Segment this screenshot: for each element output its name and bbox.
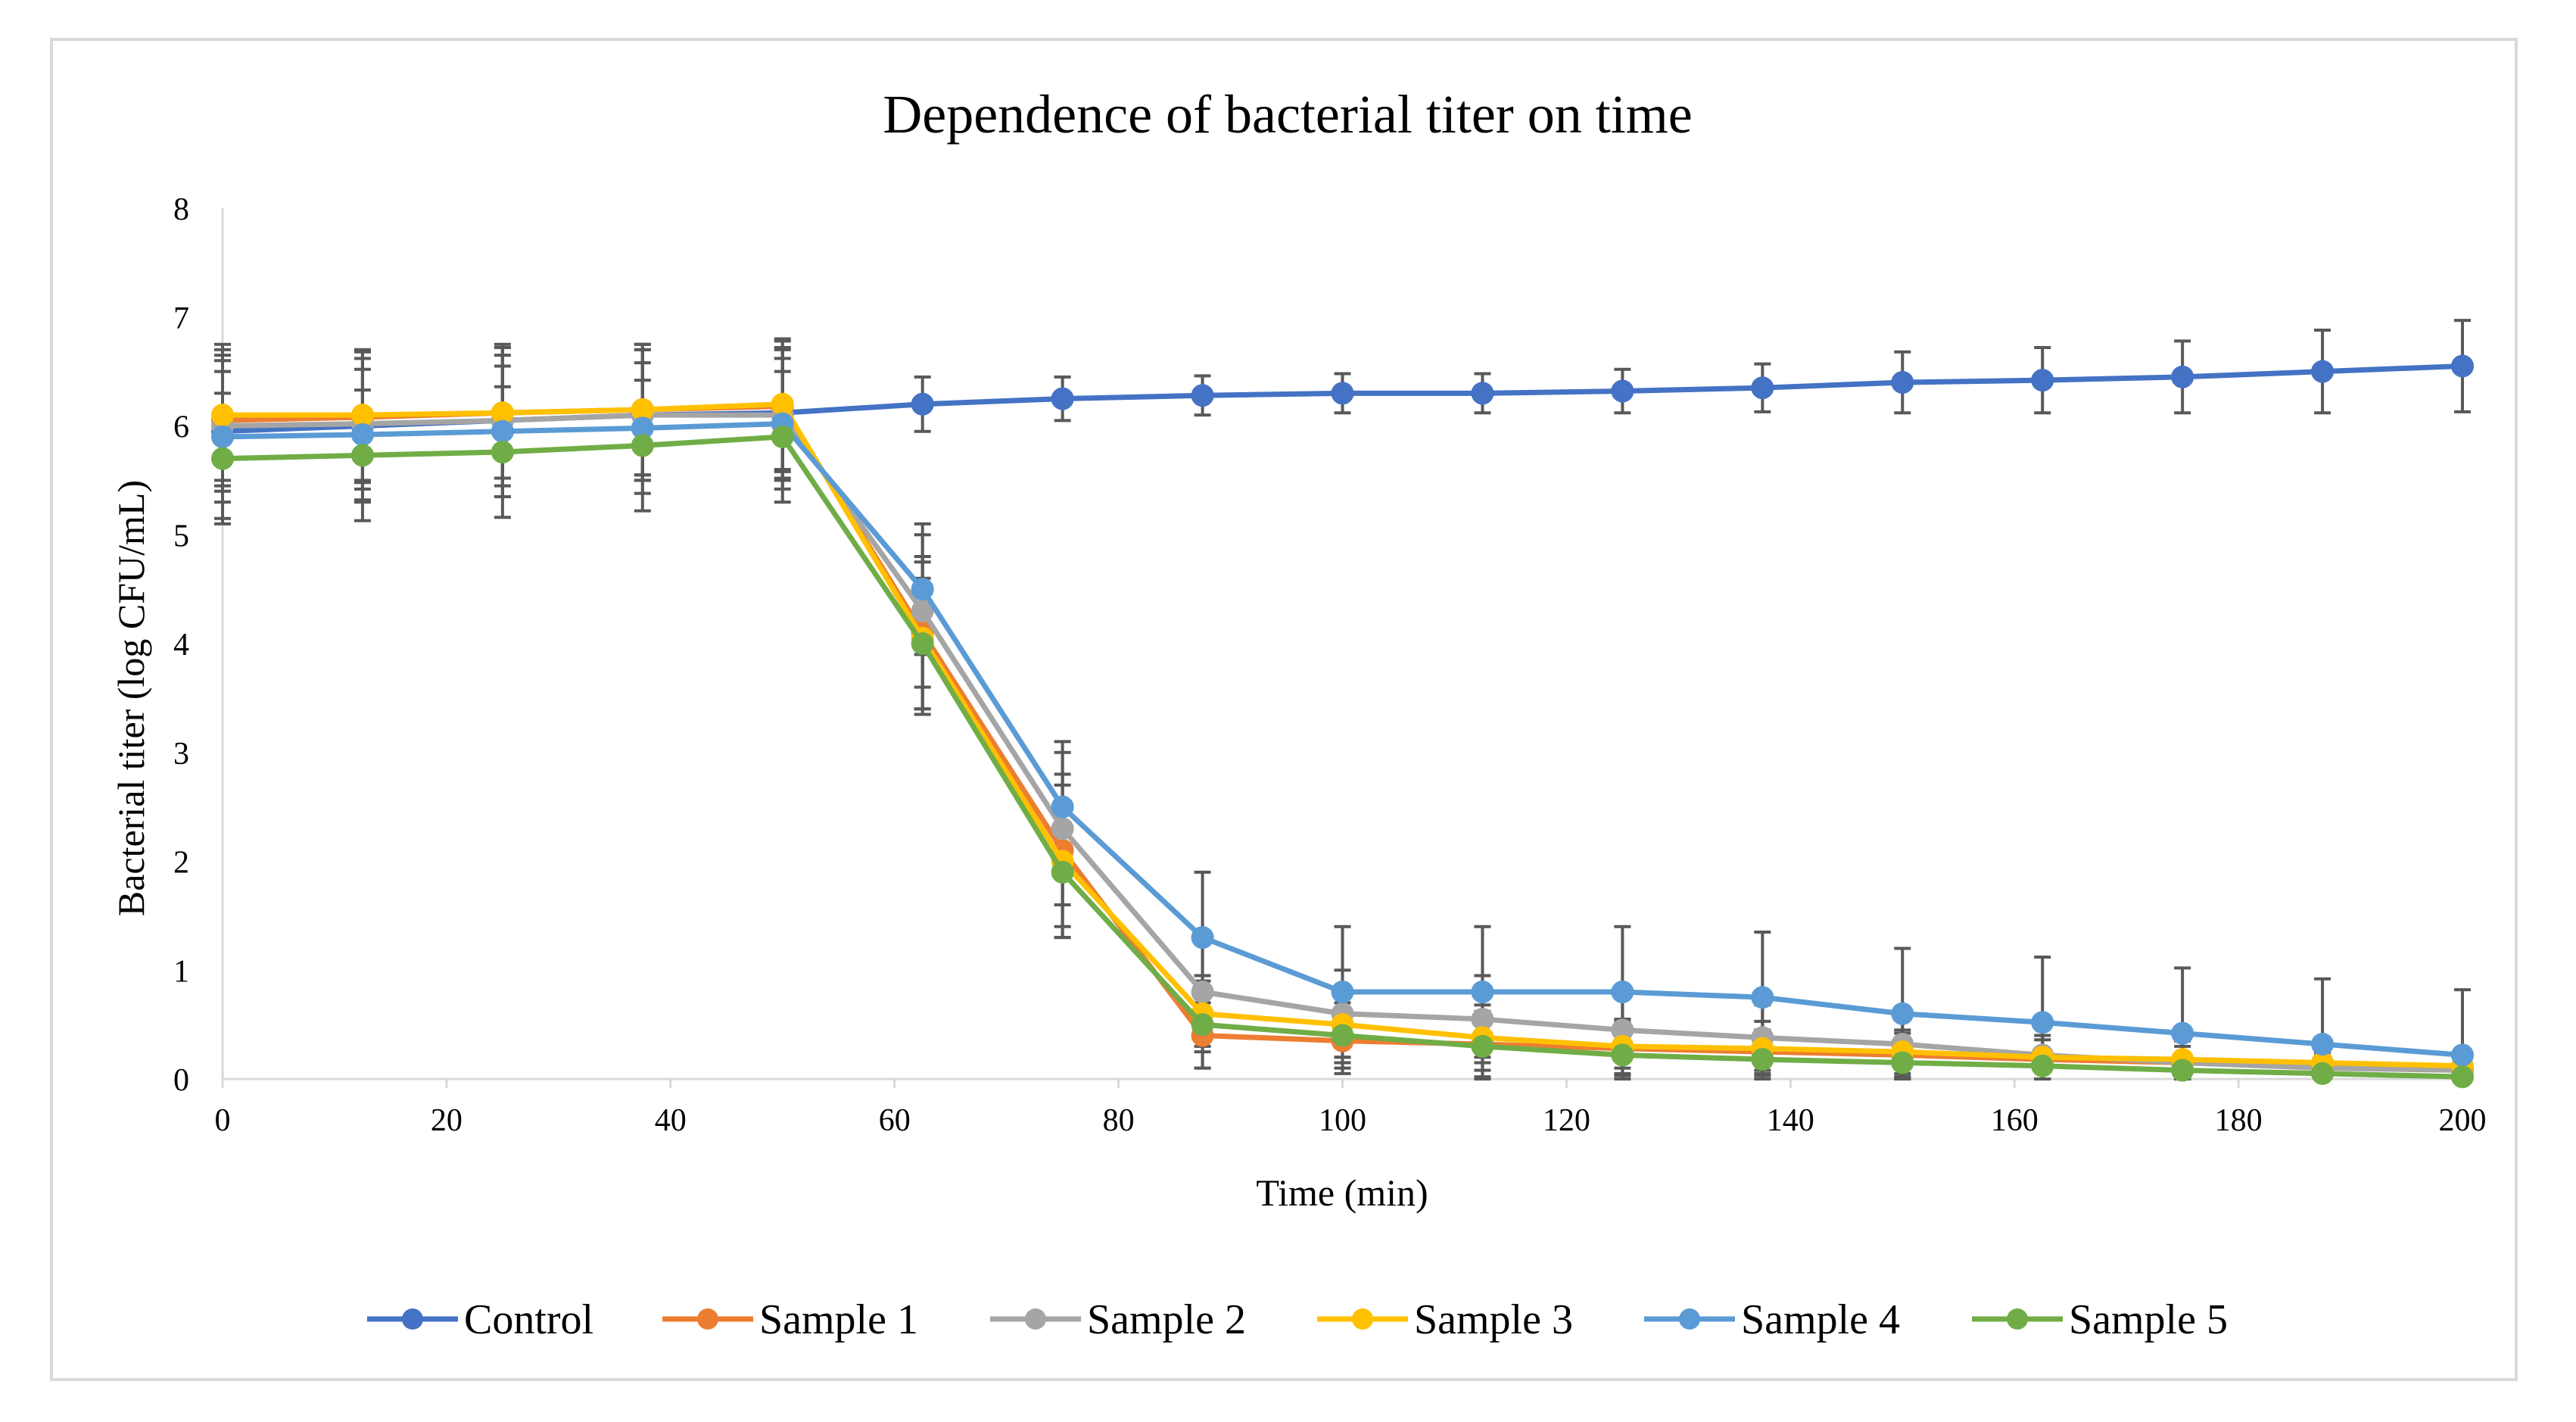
legend-item: Sample 3	[1317, 1296, 1573, 1343]
series-lines	[211, 354, 2474, 1089]
legend-label: Sample 2	[1087, 1296, 1246, 1343]
legend-label: Sample 3	[1414, 1296, 1573, 1343]
data-point	[631, 434, 654, 457]
y-tick-label: 2	[173, 846, 189, 881]
data-point	[771, 392, 794, 416]
data-point	[491, 441, 514, 463]
data-point	[2451, 354, 2474, 378]
y-tick-label: 0	[173, 1063, 189, 1098]
legend-item: Sample 1	[662, 1296, 918, 1343]
error-bars	[214, 319, 2471, 1081]
data-point	[1891, 1051, 1914, 1074]
data-point	[1051, 795, 1074, 819]
x-tick-label: 20	[431, 1103, 463, 1138]
data-point	[2031, 1011, 2054, 1034]
legend-marker	[1025, 1308, 1046, 1330]
legend-marker	[1679, 1308, 1700, 1330]
x-tick-labels: 0 20 40 60 80 100 120 140 160 180 200	[215, 1079, 2487, 1138]
data-point	[2031, 369, 2054, 392]
series-sample-5	[211, 425, 2474, 1089]
y-tick-label: 8	[173, 192, 189, 227]
y-tick-label: 4	[173, 628, 189, 663]
legend-item: Sample 5	[1972, 1296, 2228, 1343]
legend-marker	[402, 1308, 423, 1330]
legend-label: Sample 5	[2069, 1296, 2228, 1343]
legend-marker	[1352, 1308, 1373, 1330]
data-point	[2311, 360, 2335, 383]
x-tick-label: 120	[1543, 1103, 1590, 1138]
legend-label: Sample 4	[1741, 1296, 1900, 1343]
legend-label: Sample 1	[759, 1296, 918, 1343]
data-point	[1331, 981, 1354, 1003]
data-point	[2311, 1033, 2335, 1056]
data-point	[1051, 817, 1074, 840]
data-point	[1051, 387, 1074, 410]
legend-item: Control	[367, 1296, 593, 1343]
legend: Control Sample 1 Sample 2 Sample 3 Sample 4 S…	[367, 1296, 2228, 1343]
data-point	[350, 423, 374, 446]
chart-frame	[50, 38, 2518, 1381]
data-point	[1751, 986, 1774, 1009]
data-point	[1191, 384, 1214, 407]
data-point	[211, 425, 234, 448]
data-point	[2031, 1054, 2054, 1077]
data-point	[2171, 1059, 2194, 1082]
data-point	[1471, 382, 1494, 405]
data-point	[1191, 981, 1214, 1003]
data-point	[1751, 1048, 1774, 1071]
data-point	[1471, 1034, 1494, 1058]
legend-marker	[697, 1308, 718, 1330]
data-point	[2451, 1043, 2474, 1067]
data-point	[1891, 1002, 1914, 1025]
data-point	[1611, 379, 1634, 403]
legend-item: Sample 4	[1644, 1296, 1900, 1343]
x-tick-label: 60	[879, 1103, 911, 1138]
data-point	[1331, 1024, 1354, 1047]
x-tick-label: 160	[1991, 1103, 2039, 1138]
data-point	[911, 392, 934, 416]
x-tick-label: 200	[2439, 1103, 2487, 1138]
data-point	[911, 578, 934, 601]
data-point	[2311, 1062, 2335, 1085]
legend-item: Sample 2	[990, 1296, 1246, 1343]
legend-marker	[2007, 1308, 2028, 1330]
data-point	[211, 447, 234, 470]
data-point	[1751, 376, 1774, 400]
series-sample-4	[211, 412, 2474, 1067]
data-point	[491, 419, 514, 443]
x-tick-label: 0	[215, 1103, 231, 1138]
data-point	[1191, 926, 1214, 950]
data-point	[771, 425, 794, 448]
data-point	[1331, 382, 1354, 405]
data-point	[1611, 1043, 1634, 1067]
x-tick-label: 80	[1103, 1103, 1135, 1138]
chart-title: Dependence of bacterial titer on time	[883, 84, 1693, 145]
y-tick-label: 7	[173, 301, 189, 336]
x-axis-label: Time (min)	[1256, 1171, 1428, 1214]
legend-label: Control	[464, 1296, 593, 1343]
y-tick-label: 1	[173, 954, 189, 989]
y-tick-label: 6	[173, 410, 189, 445]
x-tick-label: 100	[1319, 1103, 1366, 1138]
data-point	[1471, 981, 1494, 1003]
data-point	[1611, 981, 1634, 1003]
x-tick-label: 40	[655, 1103, 687, 1138]
y-tick-label: 5	[173, 519, 189, 554]
y-tick-label: 3	[173, 737, 189, 772]
data-point	[2451, 1065, 2474, 1089]
x-tick-label: 180	[2215, 1103, 2263, 1138]
data-point	[2171, 365, 2194, 388]
y-axis-label: Bacterial titer (log CFU/mL)	[110, 480, 152, 916]
data-point	[350, 404, 374, 427]
data-point	[211, 404, 234, 427]
data-point	[2171, 1021, 2194, 1045]
data-point	[350, 444, 374, 467]
data-point	[911, 632, 934, 655]
data-point	[1191, 1013, 1214, 1037]
y-tick-labels: 0 1 2 3 4 5 6 7 8	[173, 192, 189, 1098]
data-point	[1891, 371, 1914, 394]
x-tick-label: 140	[1767, 1103, 1814, 1138]
data-point	[1051, 860, 1074, 884]
